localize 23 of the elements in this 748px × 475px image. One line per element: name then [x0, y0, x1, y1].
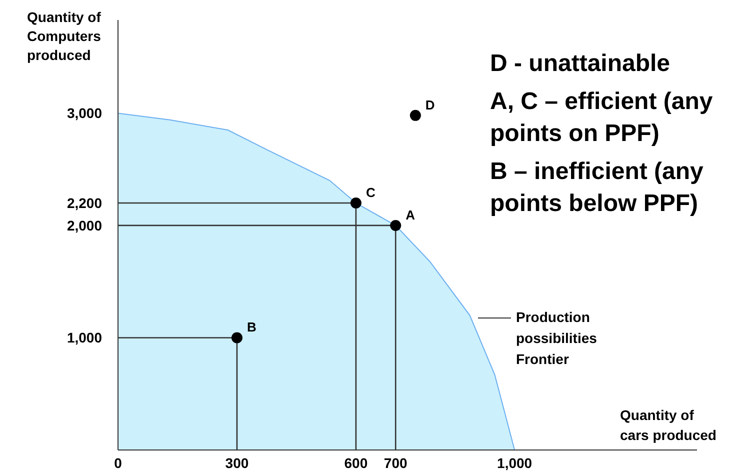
point	[410, 110, 421, 121]
point	[231, 332, 242, 344]
x-tick-label: 600	[344, 454, 368, 471]
x-tick-label: 0	[114, 454, 122, 471]
series-label: B	[246, 320, 256, 335]
annotation: B – inefficient (any points below PPF)	[490, 157, 704, 219]
annotation: D - unattainable	[490, 49, 672, 79]
y-tick-label: 2,000	[66, 217, 102, 234]
y-axis-title: Quantity of Computers produced	[27, 8, 102, 65]
x-tick-label: 300	[225, 454, 249, 471]
y-tick-label: 3,000	[66, 105, 102, 122]
point	[390, 220, 402, 231]
x-tick-label: 1,000	[497, 454, 532, 471]
series-label: C	[366, 185, 376, 200]
annotation: Production possibilities Frontier	[516, 308, 598, 369]
series-label: A	[406, 207, 416, 222]
series-label: D	[425, 97, 435, 112]
x-tick-label: 700	[384, 454, 408, 471]
y-tick-label: 2,200	[66, 194, 102, 211]
y-tick-label: 1,000	[66, 330, 102, 346]
x-axis-title: Quantity of cars produced	[620, 406, 718, 445]
annotation: A, C – efficient (any points on PPF)	[490, 87, 714, 149]
point	[350, 198, 362, 209]
